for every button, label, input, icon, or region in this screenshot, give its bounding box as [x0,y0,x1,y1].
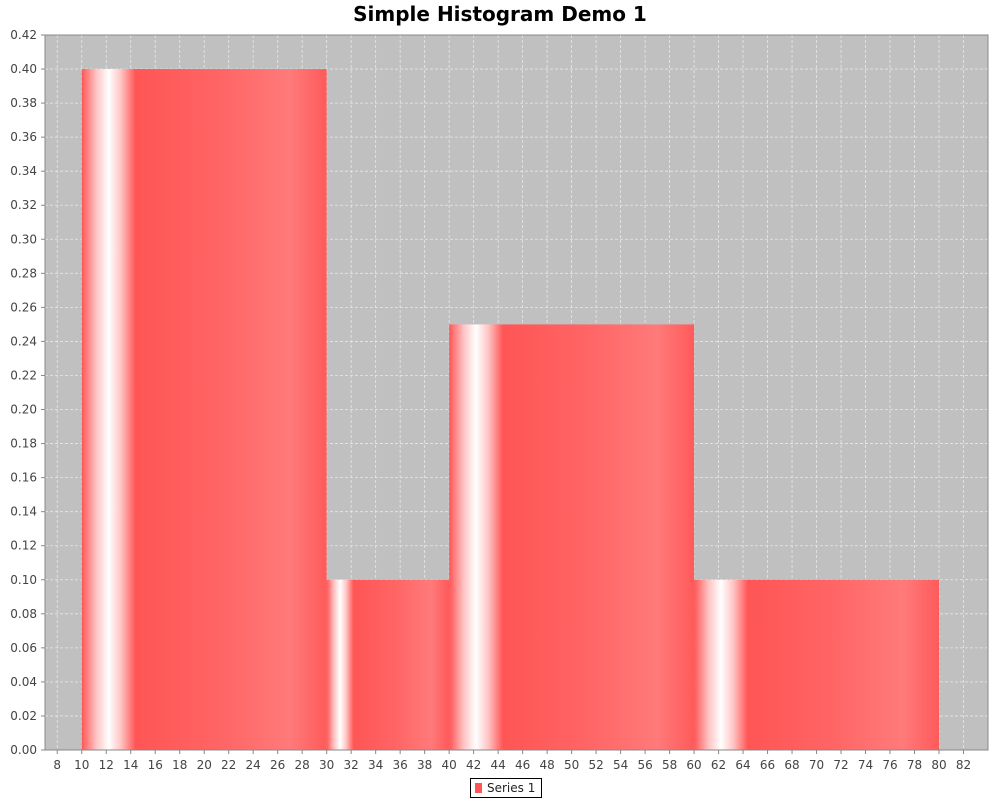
x-tick-label: 50 [564,758,579,772]
legend: Series 1 [470,778,543,798]
x-tick-label: 32 [344,758,359,772]
y-tick-label: 0.06 [10,641,37,655]
x-tick-label: 46 [515,758,530,772]
y-tick-label: 0.00 [10,743,37,757]
y-tick-label: 0.22 [10,368,37,382]
x-tick-label: 20 [197,758,212,772]
x-tick-label: 64 [735,758,750,772]
legend-label: Series 1 [487,781,536,795]
x-tick-label: 82 [956,758,971,772]
y-tick-label: 0.40 [10,62,37,76]
x-tick-label: 60 [686,758,701,772]
x-tick-label: 70 [809,758,824,772]
histogram-bar-2 [326,579,450,750]
y-tick-label: 0.16 [10,471,37,485]
y-tick-label: 0.38 [10,96,37,110]
x-tick-label: 22 [221,758,236,772]
y-tick-label: 0.20 [10,403,37,417]
axes [44,34,989,751]
y-tick-label: 0.02 [10,709,37,723]
x-tick-label: 14 [123,758,138,772]
y-tick-label: 0.26 [10,300,37,314]
x-tick-label: 48 [539,758,554,772]
x-tick-label: 38 [417,758,432,772]
chart-title: Simple Histogram Demo 1 [353,2,647,26]
y-tick-label: 0.14 [10,505,37,519]
y-tick-label: 0.12 [10,539,37,553]
y-tick-label: 0.42 [10,28,37,42]
histogram-bar-1 [81,69,327,751]
x-tick-label: 30 [319,758,334,772]
x-tick-label: 26 [270,758,285,772]
x-tick-label: 74 [858,758,873,772]
y-tick-label: 0.34 [10,164,37,178]
legend-swatch [475,783,482,793]
x-tick-label: 52 [588,758,603,772]
x-tick-label: 68 [784,758,799,772]
x-tick-label: 12 [99,758,114,772]
y-tick-label: 0.10 [10,573,37,587]
x-tick-label: 56 [637,758,652,772]
x-tick-label: 34 [368,758,383,772]
x-tick-label: 62 [711,758,726,772]
y-tick-label: 0.30 [10,232,37,246]
histogram-bar-3 [449,324,695,750]
x-tick-label: 72 [833,758,848,772]
x-tick-label: 66 [760,758,775,772]
x-tick-label: 8 [53,758,61,772]
histogram-bar-4 [694,579,940,750]
x-tick-label: 40 [442,758,457,772]
y-tick-label: 0.04 [10,675,37,689]
x-tick-label: 54 [613,758,628,772]
x-tick-label: 58 [662,758,677,772]
x-tick-label: 78 [907,758,922,772]
x-tick-label: 76 [882,758,897,772]
y-tick-label: 0.08 [10,607,37,621]
x-tick-label: 16 [148,758,163,772]
x-tick-label: 10 [74,758,89,772]
y-tick-label: 0.32 [10,198,37,212]
y-tick-label: 0.24 [10,334,37,348]
plot-border [44,34,989,751]
x-tick-label: 18 [172,758,187,772]
x-tick-label: 44 [490,758,505,772]
x-tick-label: 36 [393,758,408,772]
x-tick-label: 42 [466,758,481,772]
x-tick-label: 24 [246,758,261,772]
x-tick-label: 28 [295,758,310,772]
y-tick-label: 0.28 [10,266,37,280]
y-tick-label: 0.18 [10,437,37,451]
y-axis-ticks: 0.00 0.02 0.04 0.06 0.08 0.10 0.12 0.14 0.16 0.18… [10,28,45,757]
x-tick-label: 80 [931,758,946,772]
y-tick-label: 0.36 [10,130,37,144]
x-axis-ticks: 8 10 12 14 16 18 20 22 24 26 28 30 32 34 36 38 40 42 44 46 4… [53,750,971,772]
histogram-bars [81,69,940,751]
